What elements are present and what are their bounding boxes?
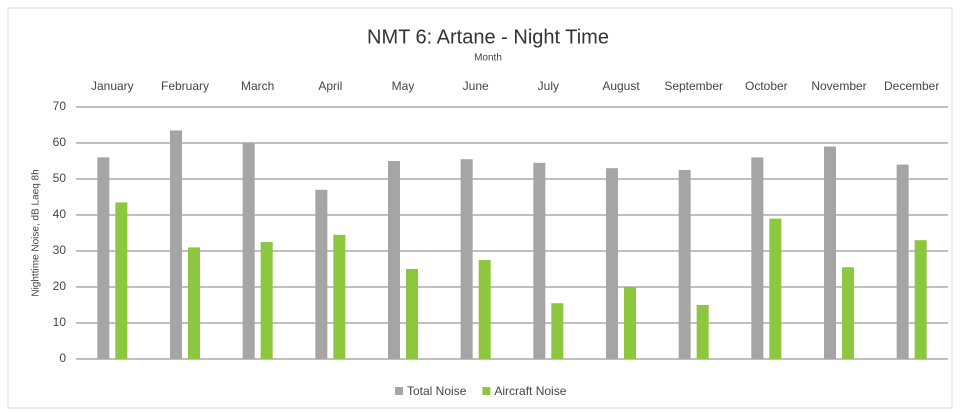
y-tick-label: 20 [53,279,67,293]
x-axis-title: Month [474,53,502,64]
bar [624,287,636,359]
bar [315,189,328,359]
y-tick-label: 30 [53,243,67,257]
bar [914,240,927,359]
y-axis-title: Nighttime Noise, dB Laeq 8h [31,169,42,296]
x-tick-label: March [241,79,274,93]
y-tick-label: 0 [59,351,66,365]
bar [242,143,255,359]
bar [696,305,709,359]
legend-swatch [395,387,403,395]
bar [388,161,400,359]
y-tick-label: 10 [53,315,67,329]
bar [678,170,691,359]
bar [769,218,782,359]
x-tick-label: July [538,79,559,93]
bar [260,242,273,359]
bar [533,162,546,359]
bar [333,234,346,359]
bar [751,157,764,359]
bar [896,164,909,359]
legend-label: Total Noise [407,384,467,398]
x-tick-label: May [392,79,415,93]
x-tick-label: April [318,79,342,93]
y-tick-label: 40 [53,207,67,221]
bar [460,159,473,359]
bar [97,157,110,359]
legend-label: Aircraft Noise [494,384,566,398]
bar [824,146,836,359]
bar [170,130,182,359]
y-tick-label: 70 [53,99,67,113]
x-tick-label: November [811,79,866,93]
bar [478,260,491,359]
chart-title: NMT 6: Artane - Night Time [367,26,609,48]
bar [606,168,618,359]
x-tick-label: June [463,79,489,93]
x-tick-label: January [91,79,134,93]
bar [115,202,128,359]
bar [551,303,564,359]
bar [842,267,854,359]
x-tick-label: September [664,79,723,93]
x-tick-label: December [884,79,939,93]
bar [406,269,418,359]
y-tick-label: 50 [53,171,67,185]
bar [188,247,200,359]
y-tick-label: 60 [53,135,67,149]
legend-swatch [482,387,491,395]
x-tick-label: August [602,79,640,93]
x-tick-label: February [161,79,209,93]
x-tick-label: October [745,79,788,93]
